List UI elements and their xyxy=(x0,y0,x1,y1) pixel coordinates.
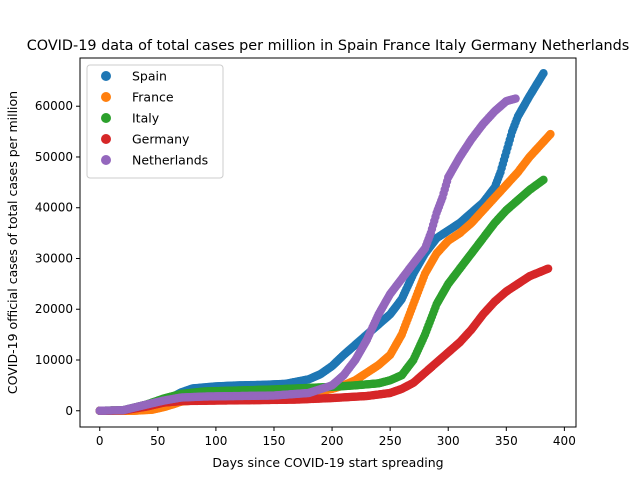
data-point xyxy=(543,264,553,273)
legend-box xyxy=(86,64,224,179)
data-point xyxy=(539,175,548,185)
data-point xyxy=(539,69,548,78)
y-tick-label: 10000 xyxy=(35,353,73,367)
x-tick-label: 200 xyxy=(321,434,344,448)
y-tick-label: 30000 xyxy=(35,251,73,265)
x-tick-label: 100 xyxy=(204,434,227,448)
series-netherlands xyxy=(95,94,520,415)
y-tick-label: 60000 xyxy=(35,99,73,113)
y-tick-label: 40000 xyxy=(35,201,73,215)
x-tick-label: 400 xyxy=(553,434,576,448)
plot-frame xyxy=(79,57,577,428)
x-axis-ticks: 0 50 100 150 200 250 300 350 400 xyxy=(96,427,576,448)
legend: Spain France Italy Germany Netherlands xyxy=(86,64,224,179)
legend-marker xyxy=(101,155,111,165)
x-tick-label: 350 xyxy=(495,434,518,448)
x-tick-label: 0 xyxy=(96,434,104,448)
legend-label: Germany xyxy=(132,132,190,147)
x-tick-label: 300 xyxy=(437,434,460,448)
y-tick-label: 0 xyxy=(65,404,73,418)
x-tick-label: 250 xyxy=(379,434,402,448)
y-axis-ticks: 0 10000 20000 30000 40000 50000 60000 xyxy=(35,99,80,418)
y-axis-label: COVID-19 official cases of total cases p… xyxy=(5,91,20,394)
legend-label: France xyxy=(132,90,174,105)
legend-label: Italy xyxy=(132,111,160,126)
x-tick-label: 150 xyxy=(263,434,286,448)
data-point xyxy=(546,129,555,139)
y-tick-label: 20000 xyxy=(35,302,73,316)
legend-label: Netherlands xyxy=(132,153,208,168)
legend-label: Spain xyxy=(132,69,167,84)
legend-marker xyxy=(101,92,111,102)
legend-marker xyxy=(101,71,111,81)
x-axis-label: Days since COVID-19 start spreading xyxy=(212,455,443,470)
legend-marker xyxy=(101,134,111,144)
scatter-points xyxy=(95,69,555,415)
x-tick-label: 50 xyxy=(150,434,165,448)
y-tick-label: 50000 xyxy=(35,150,73,164)
legend-marker xyxy=(101,113,111,123)
chart-title: COVID-19 data of total cases per million… xyxy=(27,38,630,54)
data-point xyxy=(511,94,520,103)
